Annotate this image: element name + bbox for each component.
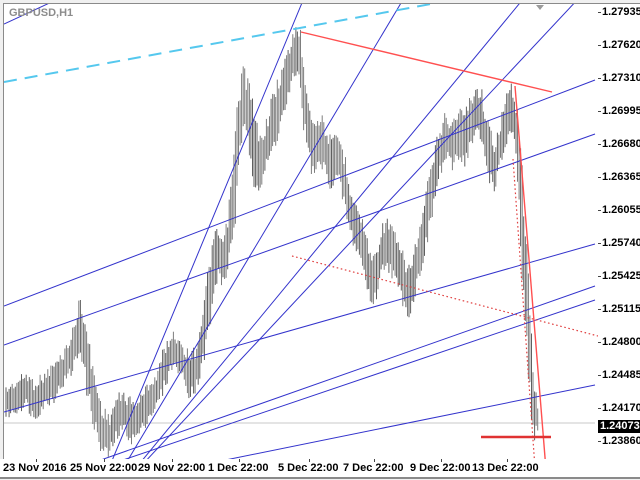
red-trendline[interactable] (300, 31, 553, 93)
chart-canvas[interactable] (4, 4, 598, 459)
time-axis[interactable]: 23 Nov 2016 25 Nov 22:00 29 Nov 22:00 1 Dec… (0, 459, 640, 479)
price-axis-tick (598, 441, 601, 442)
chart-shift-marker-icon[interactable] (536, 5, 544, 10)
time-axis-label: 13 Dec 22:00 (472, 462, 539, 474)
price-axis-tick (598, 243, 601, 244)
price-axis-tick (598, 12, 601, 13)
red-trendline[interactable] (514, 85, 547, 459)
red-dotted-trendline[interactable] (512, 158, 536, 459)
price-axis-label: 1.25115 (602, 303, 640, 315)
price-axis-tick (598, 177, 601, 178)
price-axis-label: 1.25740 (602, 237, 640, 249)
blue-trendline[interactable] (104, 4, 304, 459)
price-chart[interactable]: GBPUSD,H1 (3, 3, 599, 459)
price-axis-tick (598, 78, 601, 79)
time-axis-tick (507, 459, 508, 462)
blue-trendline[interactable] (4, 4, 56, 25)
blue-trendline[interactable] (4, 133, 596, 346)
symbol-timeframe-label: GBPUSD,H1 (9, 7, 74, 19)
time-axis-tick (441, 459, 442, 462)
price-axis-label: 1.26055 (602, 204, 640, 216)
price-axis-label: 1.24485 (602, 369, 640, 381)
red-dotted-trendline[interactable] (291, 255, 598, 337)
blue-trendline[interactable] (64, 299, 596, 459)
price-axis-label: 1.27310 (602, 72, 640, 84)
price-axis-tick (598, 45, 601, 46)
price-axis-label: 1.25425 (602, 270, 640, 282)
time-axis-label: 1 Dec 22:00 (208, 462, 269, 474)
time-axis-label: 29 Nov 22:00 (138, 462, 206, 474)
price-axis-label: 1.26995 (602, 105, 640, 117)
price-axis-label: 1.24170 (602, 402, 640, 414)
time-axis-label: 5 Dec 22:00 (278, 462, 339, 474)
blue-trendline[interactable] (126, 4, 524, 459)
blue-trendline[interactable] (4, 243, 596, 413)
price-axis-tick (598, 210, 601, 211)
price-axis-tick (598, 342, 601, 343)
time-axis-label: 25 Nov 22:00 (70, 462, 138, 474)
current-price-tag: 1.24073 (598, 420, 640, 433)
price-axis[interactable]: 1.24073 1.27935 1.27620 1.27310 1.26995 1.26… (598, 3, 640, 459)
price-axis-tick (598, 144, 601, 145)
time-axis-tick (172, 459, 173, 462)
cyan-dashed-trendline[interactable] (4, 4, 442, 83)
blue-trendline[interactable] (44, 285, 596, 459)
time-axis-tick (36, 459, 37, 462)
blue-trendline[interactable] (116, 4, 404, 459)
time-axis-tick (309, 459, 310, 462)
price-axis-label: 1.26680 (602, 138, 640, 150)
price-axis-label: 1.23860 (602, 435, 640, 447)
price-axis-tick (598, 111, 601, 112)
price-axis-label: 1.26365 (602, 171, 640, 183)
price-axis-tick (598, 276, 601, 277)
price-axis-label: 1.27935 (602, 6, 640, 18)
price-axis-label: 1.24800 (602, 336, 640, 348)
price-axis-tick (598, 375, 601, 376)
time-axis-label: 7 Dec 22:00 (343, 462, 404, 474)
price-bars (5, 27, 539, 457)
time-axis-label: 23 Nov 2016 (3, 462, 67, 474)
price-axis-label: 1.27620 (602, 39, 640, 51)
time-axis-tick (239, 459, 240, 462)
time-axis-label: 9 Dec 22:00 (410, 462, 471, 474)
blue-trendline[interactable] (191, 384, 596, 459)
time-axis-tick (104, 459, 105, 462)
blue-trendline[interactable] (4, 79, 596, 307)
price-axis-tick (598, 408, 601, 409)
price-axis-tick (598, 309, 601, 310)
blue-trendline[interactable] (128, 4, 579, 459)
time-axis-tick (374, 459, 375, 462)
